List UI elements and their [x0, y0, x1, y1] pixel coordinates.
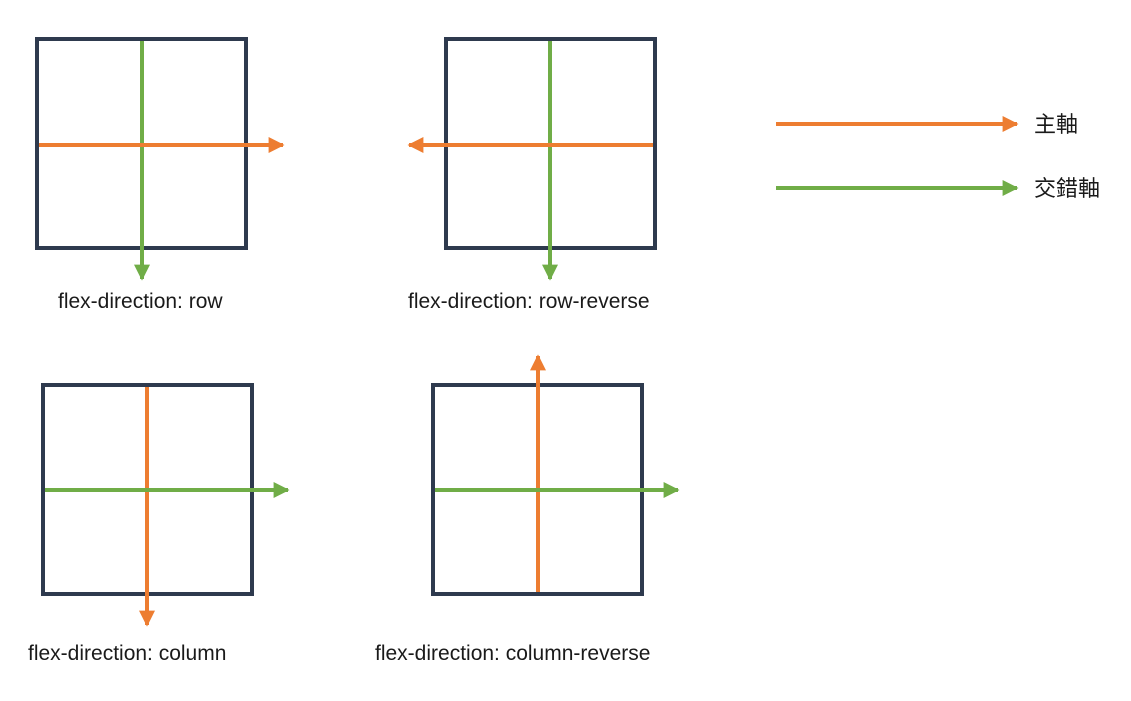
panel-caption-column: flex-direction: column — [28, 642, 226, 665]
legend-cross-axis-label: 交錯軸 — [1034, 177, 1100, 202]
legend-main-axis-label: 主軸 — [1034, 113, 1078, 138]
legend-item-cross-axis: 交錯軸 — [776, 177, 1100, 202]
legend: 主軸 交錯軸 — [776, 113, 1100, 202]
panel-caption-row: flex-direction: row — [58, 290, 223, 313]
panel-caption-row-reverse: flex-direction: row-reverse — [408, 290, 650, 313]
panel-row: flex-direction: row — [35, 37, 285, 313]
legend-item-main-axis: 主軸 — [776, 113, 1078, 138]
panel-caption-column-reverse: flex-direction: column-reverse — [375, 642, 650, 665]
panel-row-reverse: flex-direction: row-reverse — [407, 37, 657, 313]
panel-column-reverse: flex-direction: column-reverse — [375, 354, 680, 665]
panel-column: flex-direction: column — [28, 383, 290, 665]
